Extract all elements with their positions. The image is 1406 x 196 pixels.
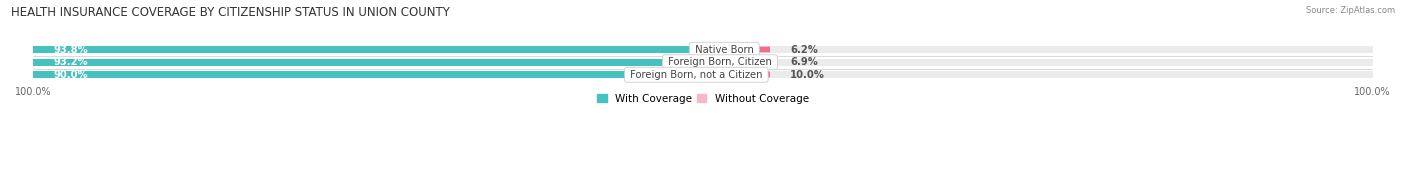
Bar [34, 59, 720, 66]
Bar [696, 71, 770, 78]
Bar [724, 47, 770, 52]
Text: 93.8%: 93.8% [53, 45, 89, 55]
Bar [34, 71, 696, 78]
Text: 10.0%: 10.0% [790, 70, 825, 80]
Bar [34, 46, 724, 53]
Bar [34, 46, 1372, 53]
Text: 6.2%: 6.2% [790, 45, 818, 55]
Text: Source: ZipAtlas.com: Source: ZipAtlas.com [1306, 6, 1395, 15]
Text: Foreign Born, not a Citizen: Foreign Born, not a Citizen [627, 70, 766, 80]
Legend: With Coverage, Without Coverage: With Coverage, Without Coverage [598, 94, 808, 104]
Text: 93.2%: 93.2% [53, 57, 89, 67]
Text: 90.0%: 90.0% [53, 70, 89, 80]
Text: Foreign Born, Citizen: Foreign Born, Citizen [665, 57, 775, 67]
Text: HEALTH INSURANCE COVERAGE BY CITIZENSHIP STATUS IN UNION COUNTY: HEALTH INSURANCE COVERAGE BY CITIZENSHIP… [11, 6, 450, 19]
Bar [724, 46, 770, 53]
Bar [720, 59, 770, 66]
Bar [34, 59, 1372, 66]
Text: Native Born: Native Born [692, 45, 756, 55]
Text: 6.9%: 6.9% [790, 57, 818, 67]
Bar [34, 71, 1372, 78]
Bar [696, 72, 770, 77]
Bar [720, 60, 770, 65]
